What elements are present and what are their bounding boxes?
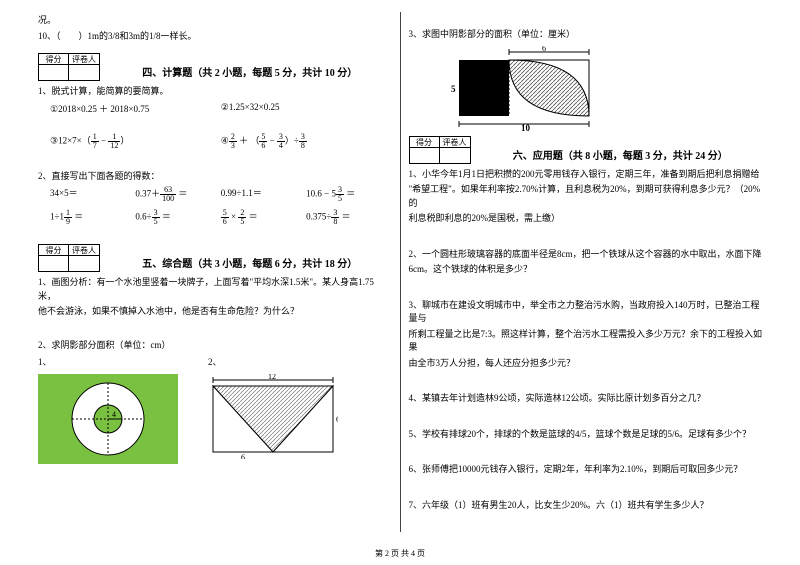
horn-svg: 6 5 10 — [449, 46, 609, 131]
score-label: 得分 — [39, 54, 68, 65]
equation-row: ①2018×0.25 ＋ 2018×0.75 ②1.25×32×0.25 — [38, 102, 392, 115]
triangle-figure: 12 6 6 — [208, 374, 338, 459]
question: 2、求阴影部分面积（单位：cm） — [38, 339, 392, 353]
equation-row: ③12×7×（17 − 112） ④23 ＋ （56 − 34）÷38 — [38, 133, 392, 150]
equation: ①2018×0.25 ＋ 2018×0.75 — [50, 102, 221, 115]
grader-label: 评卷人 — [440, 137, 470, 148]
score-label: 得分 — [39, 245, 68, 256]
figure-2-wrap: 2、 12 6 6 — [208, 354, 338, 459]
question: 3、聊城市在建设文明城市中，举全市之力整治污水购，当政府投入140万时，已整治工… — [409, 299, 763, 326]
question: 3、求图中阴影部分的面积（单位：厘米） — [409, 28, 763, 42]
question: 7、六年级（1）班有男生20人，比女生少20%。六（1）班共有学生多少人？ — [409, 499, 763, 513]
section-6-title: 六、应用题（共 8 小题，每题 3 分，共计 24 分） — [479, 147, 763, 162]
page-footer: 第 2 页 共 4 页 — [0, 548, 800, 559]
dim-text: 12 — [268, 374, 276, 381]
question: 他不会游泳，如果不慎掉入水池中，他是否有生命危险？为什么？ — [38, 305, 392, 319]
equation: 10.6 − 535 ＝ — [306, 186, 391, 203]
left-column: 况。 10、（ ）1m的3/8和3m的1/8一样长。 得分 评卷人 四、计算题（… — [30, 12, 401, 532]
ring-figure: 4 — [38, 374, 178, 464]
question: 由全市3万人分担，每人还应分担多少元？ — [409, 357, 763, 371]
question: 利息税即利息的20%是国税，需上缴） — [409, 212, 763, 226]
section-5-title: 五、综合题（共 3 小题，每题 6 分，共计 18 分） — [108, 255, 392, 270]
equation: ②1.25×32×0.25 — [221, 102, 392, 115]
dim-text: 5 — [451, 84, 456, 94]
equation-row: 1÷119 ＝ 0.6÷35 ＝ 56 × 25 ＝ 0.375÷38 ＝ — [38, 209, 392, 226]
figure-1-wrap: 1、 4 — [38, 354, 178, 464]
equation: 1÷119 ＝ — [50, 209, 135, 226]
score-label: 得分 — [410, 137, 439, 148]
score-box: 得分 评卷人 — [409, 136, 471, 164]
dim-text: 6 — [542, 46, 546, 53]
ring-svg: 4 — [63, 379, 153, 459]
equation: ③12×7×（17 − 112） — [50, 133, 221, 150]
section-4-title: 四、计算题（共 2 小题，每题 5 分，共计 10 分） — [108, 64, 392, 79]
equation: 0.37＋63100 ＝ — [135, 186, 220, 203]
question: "希望工程"。如果年利率按2.70%计算，且利息税为20%，到期可获得利息多少元… — [409, 183, 763, 210]
figure-label: 2、 — [208, 356, 338, 370]
question: 6、张师傅把10000元钱存入银行，定期2年，年利率为2.10%，到期后可取回多… — [409, 463, 763, 477]
grader-label: 评卷人 — [69, 54, 99, 65]
question: 6cm。这个铁球的体积是多少？ — [409, 263, 763, 277]
horn-figure: 6 5 10 — [449, 46, 609, 126]
text-line: 况。 — [38, 14, 392, 28]
figure-label: 1、 — [38, 356, 178, 370]
dim-text: 4 — [112, 410, 116, 419]
question: 1、画图分析：有一个水池里竖着一块牌子，上面写着"平均水深1.5米"。某人身高1… — [38, 276, 392, 303]
question: 4、某镇去年计划造林9公顷，实际造林12公顷。实际比原计划多百分之几？ — [409, 392, 763, 406]
question: 1、小华今年1月1日把积攒的200元零用钱存入银行，定期三年，准备到期后把利息捐… — [409, 168, 763, 182]
question: 2、直接写出下面各题的得数： — [38, 170, 392, 184]
question: 2、一个圆柱形玻璃容器的底面半径是8cm，把一个铁球从这个容器的水中取出，水面下… — [409, 248, 763, 262]
equation: 34×5＝ — [50, 186, 135, 203]
score-box: 得分 评卷人 — [38, 53, 100, 81]
dim-text: 10 — [521, 123, 531, 131]
triangle-svg: 12 6 6 — [208, 374, 338, 459]
equation: ④23 ＋ （56 − 34）÷38 — [221, 133, 392, 150]
question: 所剩工程量之比是7:3。照这样计算，整个治污水工程需投入多少万元？余下的工程投入… — [409, 328, 763, 355]
grader-label: 评卷人 — [69, 245, 99, 256]
dim-text: 6 — [241, 453, 245, 459]
equation: 0.99÷1.1＝ — [221, 186, 306, 203]
score-box: 得分 评卷人 — [38, 244, 100, 272]
equation: 0.6÷35 ＝ — [135, 209, 220, 226]
equation: 0.375÷38 ＝ — [306, 209, 391, 226]
question: 5、学校有排球20个，排球的个数是篮球的4/5，篮球个数是足球的5/6。足球有多… — [409, 428, 763, 442]
equation: 56 × 25 ＝ — [221, 209, 306, 226]
question: 1、脱式计算，能简算的要简算。 — [38, 85, 392, 99]
dim-text: 6 — [336, 415, 338, 424]
equation-row: 34×5＝ 0.37＋63100 ＝ 0.99÷1.1＝ 10.6 − 535 … — [38, 186, 392, 203]
text-line: 10、（ ）1m的3/8和3m的1/8一样长。 — [38, 30, 392, 44]
right-column: 3、求图中阴影部分的面积（单位：厘米） 6 5 10 得分 评卷人 六、应用题（… — [401, 12, 771, 532]
